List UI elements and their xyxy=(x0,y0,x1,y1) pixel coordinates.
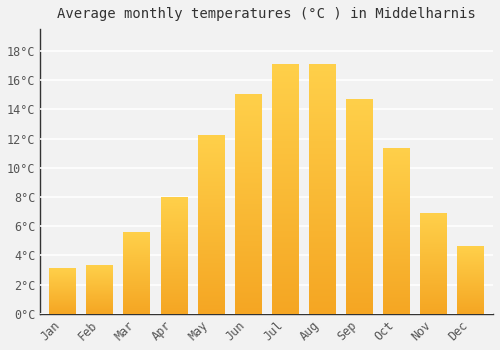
Bar xyxy=(346,99,373,314)
Title: Average monthly temperatures (°C ) in Middelharnis: Average monthly temperatures (°C ) in Mi… xyxy=(58,7,476,21)
Bar xyxy=(235,95,262,314)
Bar xyxy=(272,64,298,314)
Bar xyxy=(383,149,410,314)
Bar xyxy=(124,232,150,314)
Bar xyxy=(86,266,113,314)
Bar xyxy=(458,247,484,314)
Bar xyxy=(160,197,188,314)
Bar xyxy=(309,64,336,314)
Bar xyxy=(198,136,224,314)
Bar xyxy=(420,213,447,314)
Bar xyxy=(49,268,76,314)
